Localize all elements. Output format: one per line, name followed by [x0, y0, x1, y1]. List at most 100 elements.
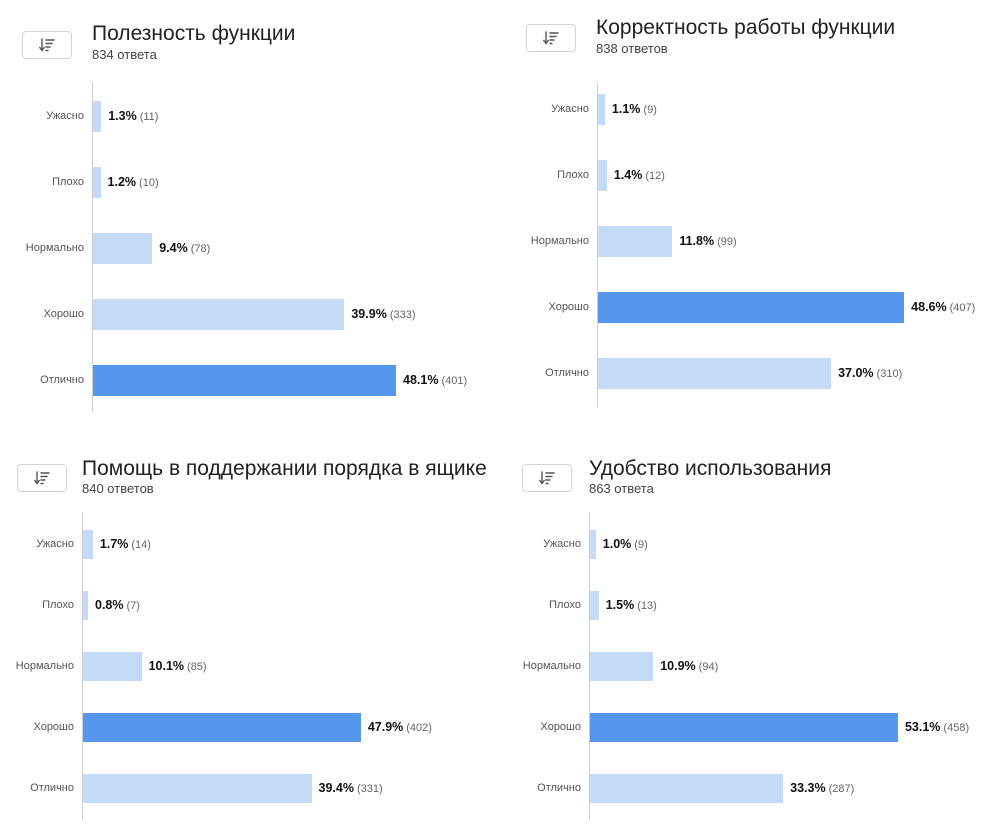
category-label: Плохо [42, 599, 74, 611]
bar-4 [83, 712, 361, 742]
value-count: (333) [389, 309, 416, 321]
value-label: 1.7% (14) [100, 537, 151, 552]
value-label: 0.8% (7) [95, 598, 140, 613]
category-label: Нормально [522, 660, 581, 672]
value-percent: 48.6% [911, 300, 947, 314]
value-label: 1.2% (10) [108, 175, 159, 190]
response-count: 834 ответа [92, 47, 157, 62]
value-label: 11.8% (99) [679, 234, 736, 249]
value-label: 39.4% (331) [319, 781, 383, 796]
value-percent: 37.0% [838, 366, 874, 380]
value-percent: 1.1% [611, 102, 641, 116]
bar-3 [598, 225, 673, 257]
bar-1 [590, 529, 596, 559]
category-label: Ужасно [543, 538, 581, 550]
value-percent: 1.5% [605, 598, 635, 612]
bar-2 [83, 590, 88, 620]
value-count: (85) [187, 661, 207, 673]
value-percent: 10.9% [660, 659, 696, 673]
value-label: 10.1% (85) [149, 659, 207, 674]
value-percent: 11.8% [679, 234, 715, 248]
value-percent: 1.4% [613, 168, 643, 182]
sort-button[interactable] [522, 464, 572, 492]
category-label: Хорошо [548, 301, 589, 313]
category-axis [589, 512, 590, 820]
category-axis [92, 82, 93, 412]
category-label: Ужасно [36, 538, 74, 550]
bar-1 [93, 100, 102, 132]
value-count: (14) [131, 539, 151, 551]
sort-button[interactable] [17, 464, 67, 492]
value-label: 1.3% (11) [108, 109, 158, 124]
value-percent: 47.9% [367, 720, 404, 734]
sort-button[interactable] [22, 31, 72, 59]
bar-3 [590, 651, 654, 681]
value-percent: 39.9% [351, 307, 387, 321]
bar-4 [590, 712, 898, 742]
value-count: (10) [139, 177, 159, 189]
chart-title: Корректность работы функции [596, 16, 896, 39]
bar-3 [83, 651, 142, 681]
value-label: 1.1% (9) [612, 102, 657, 117]
category-label: Плохо [557, 169, 589, 181]
value-label: 1.5% (13) [606, 598, 657, 613]
category-label: Нормально [530, 235, 589, 247]
category-label: Отлично [40, 374, 84, 386]
value-percent: 1.0% [602, 537, 632, 551]
bar-5 [93, 364, 397, 396]
category-label: Ужасно [46, 110, 84, 122]
response-count: 838 ответов [596, 41, 668, 56]
sort-descending-icon [34, 471, 50, 485]
sort-descending-icon [543, 31, 559, 45]
bar-5 [598, 357, 832, 389]
category-label: Нормально [25, 242, 84, 254]
value-label: 53.1% (458) [905, 720, 969, 735]
chart-title: Полезность функции [92, 22, 296, 45]
category-axis [82, 512, 83, 820]
value-count: (402) [406, 722, 432, 734]
bar-5 [83, 773, 312, 803]
value-percent: 0.8% [95, 598, 124, 612]
value-label: 33.3% (287) [790, 781, 854, 796]
sort-button[interactable] [526, 24, 576, 52]
value-label: 39.9% (333) [351, 307, 415, 322]
value-count: (9) [643, 104, 657, 116]
category-axis [597, 82, 598, 407]
category-label: Плохо [549, 599, 581, 611]
response-count: 840 ответов [82, 481, 154, 496]
category-label: Отлично [545, 367, 589, 379]
bar-1 [598, 93, 605, 125]
value-count: (94) [698, 661, 719, 673]
response-count: 863 ответа [589, 481, 654, 496]
value-count: (401) [441, 375, 468, 387]
bar-5 [590, 773, 784, 803]
value-count: (12) [645, 170, 665, 182]
value-percent: 39.4% [318, 781, 354, 795]
value-label: 1.0% (9) [603, 537, 648, 552]
value-count: (7) [126, 600, 140, 612]
value-label: 37.0% (310) [838, 366, 902, 381]
value-label: 47.9% (402) [368, 720, 432, 735]
value-count: (310) [876, 368, 903, 380]
category-label: Ужасно [551, 103, 589, 115]
value-count: (13) [637, 600, 657, 612]
value-percent: 1.2% [107, 175, 137, 189]
value-percent: 33.3% [790, 781, 826, 795]
value-label: 48.1% (401) [403, 373, 467, 388]
value-percent: 1.7% [99, 537, 129, 551]
value-percent: 9.4% [159, 241, 188, 255]
value-percent: 48.1% [403, 373, 439, 387]
category-label: Хорошо [33, 721, 74, 733]
bar-4 [598, 291, 905, 323]
category-label: Хорошо [540, 721, 581, 733]
category-label: Плохо [52, 176, 84, 188]
value-percent: 1.3% [108, 109, 137, 123]
value-count: (287) [828, 783, 855, 795]
value-label: 9.4% (78) [159, 241, 210, 256]
value-count: (78) [190, 243, 211, 255]
chart-title: Помощь в поддержании порядка в ящике [82, 457, 487, 480]
chart-title: Удобство использования [589, 457, 832, 480]
sort-descending-icon [39, 38, 55, 52]
value-count: (458) [943, 722, 970, 734]
bar-2 [598, 159, 607, 191]
